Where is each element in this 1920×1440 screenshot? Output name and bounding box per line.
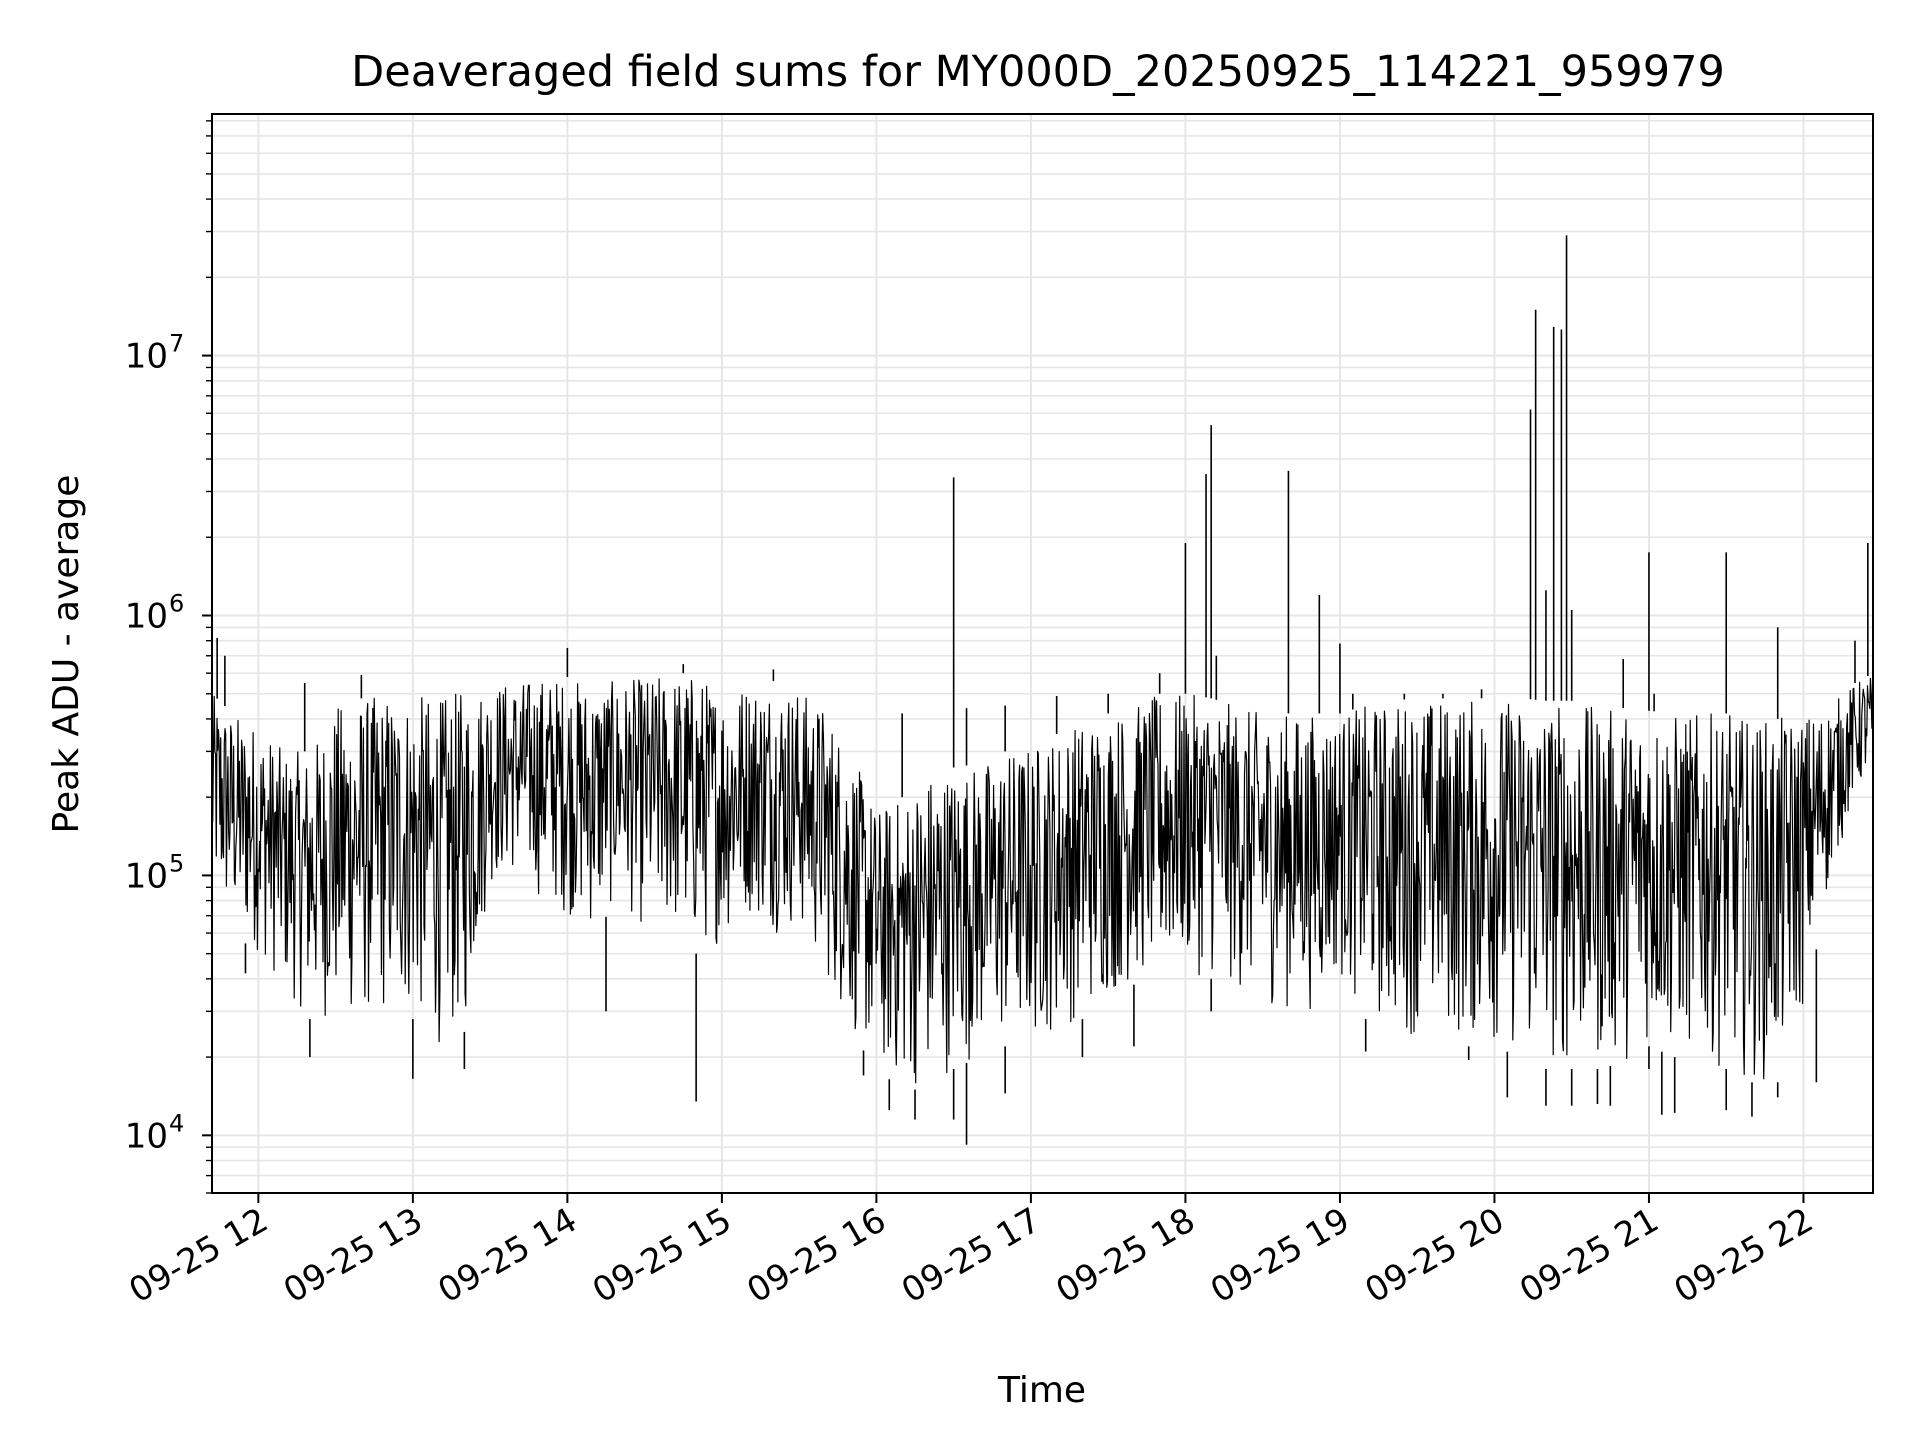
x-axis-label: Time: [997, 1370, 1086, 1411]
y-axis-label: Peak ADU - average: [46, 475, 87, 834]
y-tick-label-base: 10: [125, 337, 168, 377]
signal-band-series: [211, 675, 1874, 1084]
y-tick-label-exponent: 4: [169, 1109, 184, 1137]
y-tick-label-base: 10: [125, 596, 168, 636]
y-tick-label-exponent: 7: [169, 330, 184, 358]
y-tick-label-base: 10: [125, 856, 168, 896]
y-tick-label-exponent: 5: [169, 849, 184, 877]
chart-title: Deaveraged field sums for MY000D_2025092…: [351, 47, 1725, 97]
plot-area: [211, 235, 1874, 1145]
y-tick-label-exponent: 6: [169, 589, 184, 617]
y-tick-label-base: 10: [125, 1116, 168, 1156]
axes-frame: [211, 113, 1874, 1194]
